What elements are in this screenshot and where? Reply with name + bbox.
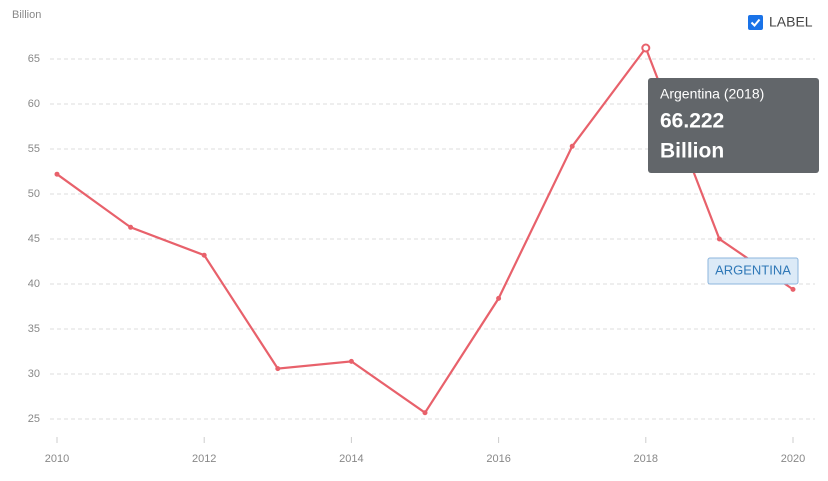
x-tick-label: 2020	[781, 453, 805, 465]
tooltip-title: Argentina (2018)	[660, 86, 764, 102]
data-point	[422, 410, 428, 416]
data-point	[54, 171, 60, 177]
data-point	[201, 252, 207, 258]
checkmark	[750, 18, 761, 27]
tooltip-box	[648, 78, 819, 173]
y-tick-label: 30	[28, 368, 40, 380]
y-tick-label: 55	[28, 143, 40, 155]
y-tick-label: 45	[28, 233, 40, 245]
tooltip: Argentina (2018) 66.222 Billion	[648, 78, 819, 173]
x-tick-label: 2018	[634, 453, 658, 465]
y-tick-label: 40	[28, 278, 40, 290]
y-tick-label: 50	[28, 188, 40, 200]
x-tick-label: 2016	[486, 453, 510, 465]
data-point	[496, 295, 502, 301]
y-axis-label: Billion	[12, 9, 41, 21]
series-end-label-box	[707, 257, 799, 285]
data-point	[790, 286, 796, 292]
legend-checkbox[interactable]	[748, 15, 763, 30]
data-point	[569, 143, 575, 149]
y-tick-label: 65	[28, 53, 40, 65]
legend[interactable]: LABEL	[748, 14, 813, 30]
legend-label[interactable]: LABEL	[769, 14, 813, 30]
data-point	[348, 358, 354, 364]
data-point	[128, 224, 134, 230]
tooltip-unit: Billion	[660, 140, 724, 163]
tooltip-value: 66.222	[660, 110, 724, 133]
y-tick-label: 35	[28, 323, 40, 335]
data-point	[275, 366, 281, 372]
data-point	[716, 236, 722, 242]
x-tick-label: 2012	[192, 453, 216, 465]
series-end-label: ARGENTINA	[715, 262, 791, 277]
y-tick-label: 25	[28, 413, 40, 425]
x-tick-label: 2010	[45, 453, 69, 465]
data-point	[641, 43, 651, 53]
y-tick-label: 60	[28, 98, 40, 110]
x-tick-label: 2014	[339, 453, 363, 465]
